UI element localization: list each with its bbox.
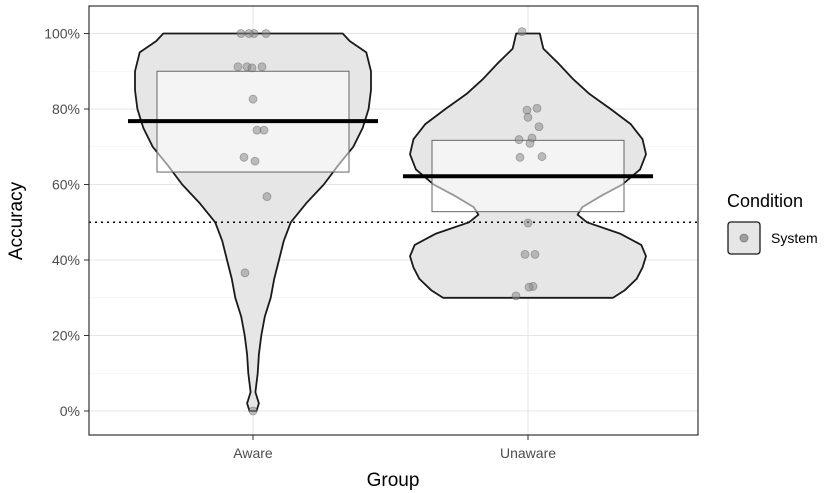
data-point (240, 268, 250, 278)
x-tick-label: Unaware (500, 445, 556, 461)
x-tick-label: Aware (233, 445, 273, 461)
data-point (520, 249, 530, 259)
data-point (517, 27, 527, 37)
data-point (523, 218, 533, 228)
data-point (247, 63, 257, 73)
data-point (525, 138, 535, 148)
legend: Condition System (727, 191, 818, 255)
data-point (514, 135, 524, 144)
y-tick-label: 40% (52, 252, 80, 268)
y-tick-label: 0% (60, 403, 80, 419)
y-axis-title: Accuracy (6, 181, 27, 260)
data-point (236, 29, 246, 38)
data-point (511, 291, 521, 301)
axes: 0% 20% 40% 60% 80% 100% Aware Unaware (44, 26, 556, 462)
data-point (530, 249, 540, 259)
data-point (537, 152, 547, 161)
y-tick-label: 20% (52, 328, 80, 344)
data-point (262, 192, 272, 201)
legend-key-point (739, 233, 749, 243)
data-point (261, 29, 271, 38)
data-point (248, 94, 258, 104)
data-point (257, 62, 267, 72)
y-tick-label: 100% (44, 26, 80, 42)
data-points (233, 27, 547, 416)
mean-lines (128, 119, 653, 179)
data-point (523, 112, 533, 122)
data-point (534, 122, 544, 132)
data-point (524, 282, 534, 292)
data-point (522, 105, 532, 115)
legend-title: Condition (727, 191, 803, 211)
data-point (248, 406, 258, 416)
data-point (239, 152, 249, 162)
data-point (252, 125, 262, 135)
y-tick-label: 60% (52, 177, 80, 193)
data-point (244, 29, 254, 38)
x-axis-title: Group (367, 470, 420, 491)
data-point (515, 152, 525, 162)
data-point (233, 62, 243, 72)
panel-border (88, 5, 699, 436)
y-tick-label: 80% (52, 101, 80, 117)
data-point (532, 103, 542, 113)
legend-label-system: System (771, 230, 818, 246)
data-point (250, 156, 260, 166)
